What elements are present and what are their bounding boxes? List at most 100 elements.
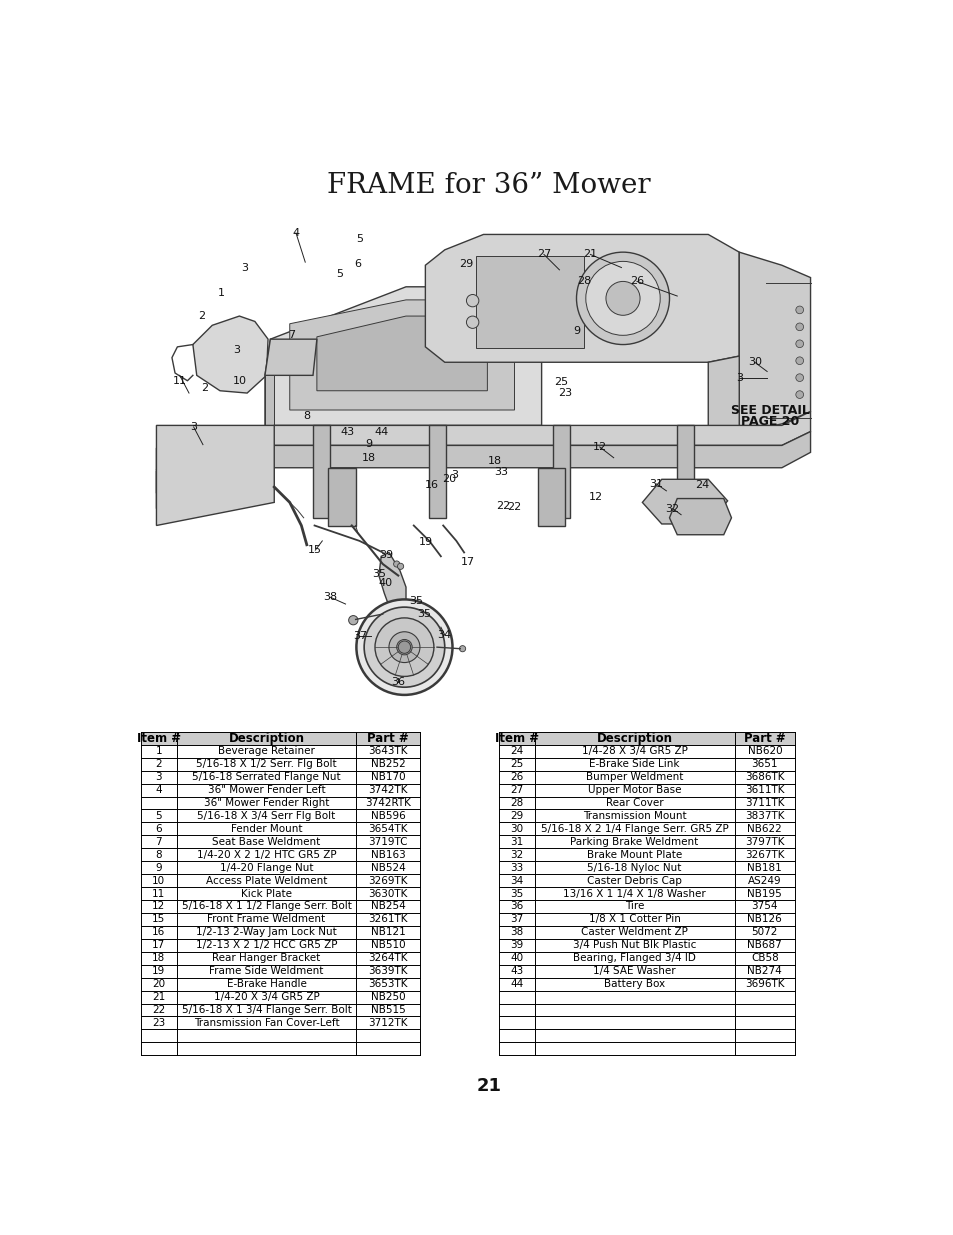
- Text: 26: 26: [510, 772, 523, 782]
- Text: 4: 4: [292, 228, 299, 238]
- Text: 3742RTK: 3742RTK: [365, 798, 411, 808]
- Polygon shape: [156, 425, 274, 526]
- Text: NB524: NB524: [371, 863, 405, 873]
- Text: 3: 3: [451, 471, 457, 480]
- Bar: [141, 1016, 419, 1030]
- Text: 35: 35: [416, 609, 431, 619]
- Text: Description: Description: [596, 732, 672, 745]
- Text: 40: 40: [510, 953, 523, 963]
- Text: 21: 21: [152, 992, 165, 1002]
- Bar: [498, 965, 794, 978]
- Bar: [498, 990, 794, 1004]
- Text: 31: 31: [510, 837, 523, 847]
- Circle shape: [396, 640, 412, 655]
- Bar: [141, 1030, 419, 1042]
- Text: 23: 23: [152, 1018, 165, 1028]
- Text: NB596: NB596: [371, 811, 405, 821]
- Text: 5/16-18 X 2 1/4 Flange Serr. GR5 ZP: 5/16-18 X 2 1/4 Flange Serr. GR5 ZP: [540, 824, 728, 834]
- Circle shape: [356, 599, 452, 695]
- Circle shape: [585, 262, 659, 336]
- Text: NB687: NB687: [746, 940, 781, 950]
- Text: 27: 27: [510, 785, 523, 795]
- Text: 12: 12: [588, 492, 602, 501]
- Bar: [498, 758, 794, 771]
- Polygon shape: [641, 479, 727, 524]
- Text: FRAME for 36” Mower: FRAME for 36” Mower: [327, 172, 650, 199]
- Text: 3686TK: 3686TK: [744, 772, 783, 782]
- Text: Item #: Item #: [136, 732, 180, 745]
- Text: Fender Mount: Fender Mount: [231, 824, 302, 834]
- Text: 36" Mower Fender Left: 36" Mower Fender Left: [208, 785, 325, 795]
- Text: 5/16-18 X 1 1/2 Flange Serr. Bolt: 5/16-18 X 1 1/2 Flange Serr. Bolt: [181, 902, 351, 911]
- Text: 12: 12: [152, 902, 165, 911]
- Text: 3643TK: 3643TK: [368, 746, 408, 756]
- Text: SEE DETAIL: SEE DETAIL: [730, 404, 809, 416]
- Text: 3611TK: 3611TK: [744, 785, 783, 795]
- Text: 3654TK: 3654TK: [368, 824, 408, 834]
- Circle shape: [795, 374, 802, 382]
- Text: 2: 2: [197, 311, 205, 321]
- Text: 22: 22: [152, 1005, 165, 1015]
- Text: 3/4 Push Nut Blk Plastic: 3/4 Push Nut Blk Plastic: [573, 940, 696, 950]
- Text: 18: 18: [152, 953, 165, 963]
- Polygon shape: [265, 340, 316, 375]
- Text: 8: 8: [303, 411, 310, 421]
- Text: 5072: 5072: [751, 927, 778, 937]
- Text: 9: 9: [365, 438, 372, 448]
- Text: 3269TK: 3269TK: [368, 876, 408, 885]
- Text: 21: 21: [583, 249, 597, 259]
- Text: 15: 15: [152, 914, 165, 925]
- Text: 20: 20: [152, 979, 165, 989]
- Bar: [141, 823, 419, 835]
- Text: Parking Brake Weldment: Parking Brake Weldment: [570, 837, 698, 847]
- Text: 3639TK: 3639TK: [368, 966, 408, 976]
- Text: 15: 15: [308, 545, 322, 556]
- Circle shape: [459, 646, 465, 652]
- Text: 35: 35: [409, 597, 422, 606]
- Text: Battery Box: Battery Box: [603, 979, 664, 989]
- Bar: [141, 809, 419, 823]
- Text: 32: 32: [510, 850, 523, 860]
- Text: 36: 36: [391, 677, 405, 687]
- Text: 1/2-13 2-Way Jam Lock Nut: 1/2-13 2-Way Jam Lock Nut: [196, 927, 336, 937]
- Text: 28: 28: [510, 798, 523, 808]
- Bar: [498, 771, 794, 783]
- Polygon shape: [553, 425, 570, 517]
- Circle shape: [795, 340, 802, 347]
- Text: 5/16-18 Nyloc Nut: 5/16-18 Nyloc Nut: [587, 863, 681, 873]
- Text: 3: 3: [190, 422, 197, 432]
- Text: Brake Mount Plate: Brake Mount Plate: [586, 850, 681, 860]
- Bar: [498, 913, 794, 926]
- Text: 33: 33: [510, 863, 523, 873]
- Polygon shape: [156, 450, 274, 509]
- Text: 5/16-18 X 1 3/4 Flange Serr. Bolt: 5/16-18 X 1 3/4 Flange Serr. Bolt: [181, 1005, 351, 1015]
- Text: NB195: NB195: [746, 888, 781, 899]
- Text: Access Plate Weldment: Access Plate Weldment: [206, 876, 327, 885]
- Text: 3: 3: [233, 345, 240, 354]
- Text: AS249: AS249: [747, 876, 781, 885]
- Text: 1/2-13 X 2 1/2 HCC GR5 ZP: 1/2-13 X 2 1/2 HCC GR5 ZP: [195, 940, 337, 950]
- Text: Rear Hanger Bracket: Rear Hanger Bracket: [213, 953, 320, 963]
- Bar: [498, 835, 794, 848]
- Text: 43: 43: [510, 966, 523, 976]
- Bar: [498, 1042, 794, 1055]
- Bar: [498, 978, 794, 990]
- Text: 24: 24: [510, 746, 523, 756]
- Text: 1/8 X 1 Cotter Pin: 1/8 X 1 Cotter Pin: [588, 914, 679, 925]
- Polygon shape: [313, 425, 330, 517]
- Bar: [265, 375, 274, 425]
- Text: NB163: NB163: [371, 850, 405, 860]
- Bar: [498, 745, 794, 758]
- Bar: [498, 823, 794, 835]
- Text: 9: 9: [155, 863, 162, 873]
- Text: 16: 16: [424, 479, 438, 490]
- Polygon shape: [156, 411, 810, 471]
- Bar: [141, 965, 419, 978]
- Text: 17: 17: [460, 557, 475, 567]
- Text: Item #: Item #: [495, 732, 538, 745]
- Text: 19: 19: [152, 966, 165, 976]
- Bar: [141, 1042, 419, 1055]
- Text: 30: 30: [747, 357, 760, 367]
- Bar: [498, 1004, 794, 1016]
- Circle shape: [397, 563, 403, 569]
